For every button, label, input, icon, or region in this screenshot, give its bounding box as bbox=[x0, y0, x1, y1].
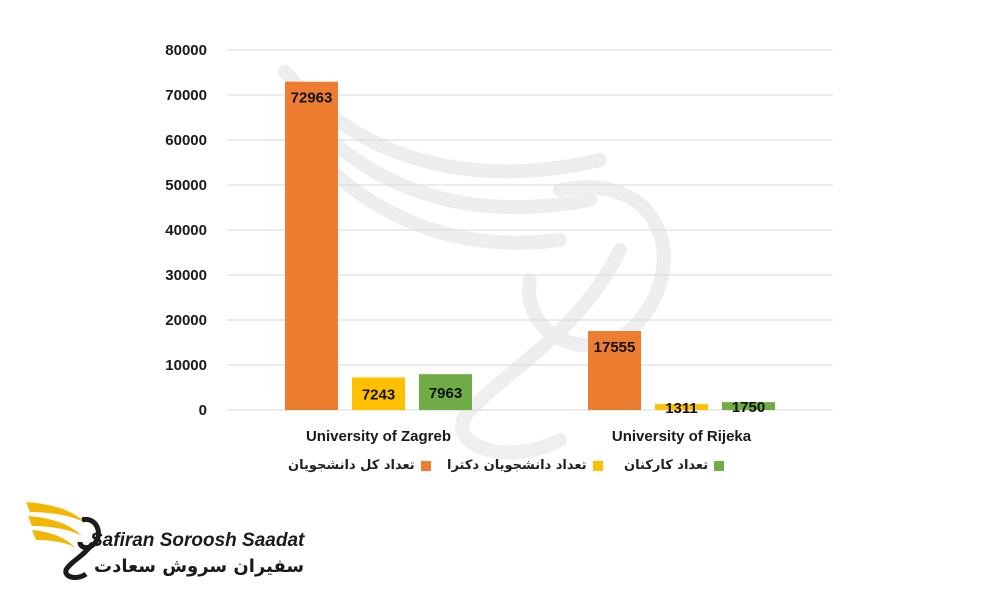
legend-swatch-green bbox=[714, 460, 725, 471]
legend-swatch-yellow bbox=[592, 460, 603, 471]
brand-logo: Safiran Soroosh Saadat سفیران سروش سعادت bbox=[22, 494, 304, 584]
legend-item-total-students: تعداد کل دانشجویان bbox=[288, 458, 431, 473]
x-axis: University of Zagreb University of Rijeka bbox=[306, 428, 752, 445]
y-tick-label: 30000 bbox=[165, 267, 207, 284]
legend-item-staff: تعداد کارکنان bbox=[624, 458, 725, 473]
swan-wing-logo-icon bbox=[26, 502, 101, 580]
y-tick-label: 60000 bbox=[165, 132, 207, 149]
data-label: 1311 bbox=[665, 400, 698, 417]
y-tick-label: 50000 bbox=[165, 177, 207, 194]
y-tick-label: 10000 bbox=[165, 357, 207, 374]
brand-name-persian: سفیران سروش سعادت bbox=[94, 556, 305, 577]
legend-swatch-orange bbox=[420, 460, 431, 471]
bar bbox=[419, 374, 472, 410]
brand-name-latin: Safiran Soroosh Saadat bbox=[90, 530, 305, 551]
y-tick-label: 0 bbox=[199, 402, 207, 419]
data-label: 7243 bbox=[362, 387, 395, 404]
data-label: 1750 bbox=[732, 399, 765, 416]
legend-label: تعداد کارکنان bbox=[624, 458, 709, 473]
bar bbox=[722, 402, 775, 410]
legend: تعداد کل دانشجویان تعداد دانشجویان دکترا… bbox=[0, 458, 1000, 480]
x-category-label: University of Zagreb bbox=[306, 428, 451, 445]
legend-label: تعداد کل دانشجویان bbox=[288, 458, 415, 473]
y-tick-label: 40000 bbox=[165, 222, 207, 239]
data-labels: 72963 7243 7963 17555 1311 1750 bbox=[291, 90, 766, 417]
y-tick-label: 20000 bbox=[165, 312, 207, 329]
y-tick-label: 80000 bbox=[165, 42, 207, 59]
bar bbox=[285, 81, 338, 410]
y-tick-label: 70000 bbox=[165, 87, 207, 104]
y-axis: 0 10000 20000 30000 40000 50000 60000 70000 8000… bbox=[165, 42, 207, 419]
legend-item-phd-students: تعداد دانشجویان دکترا bbox=[447, 458, 603, 473]
data-label: 72963 bbox=[291, 90, 333, 107]
bar bbox=[352, 377, 405, 410]
bar bbox=[655, 404, 708, 410]
x-category-label: University of Rijeka bbox=[612, 428, 752, 445]
bar bbox=[588, 331, 641, 410]
data-label: 17555 bbox=[594, 339, 636, 356]
data-label: 7963 bbox=[429, 385, 462, 402]
legend-label: تعداد دانشجویان دکترا bbox=[447, 458, 587, 473]
bars bbox=[285, 81, 775, 410]
